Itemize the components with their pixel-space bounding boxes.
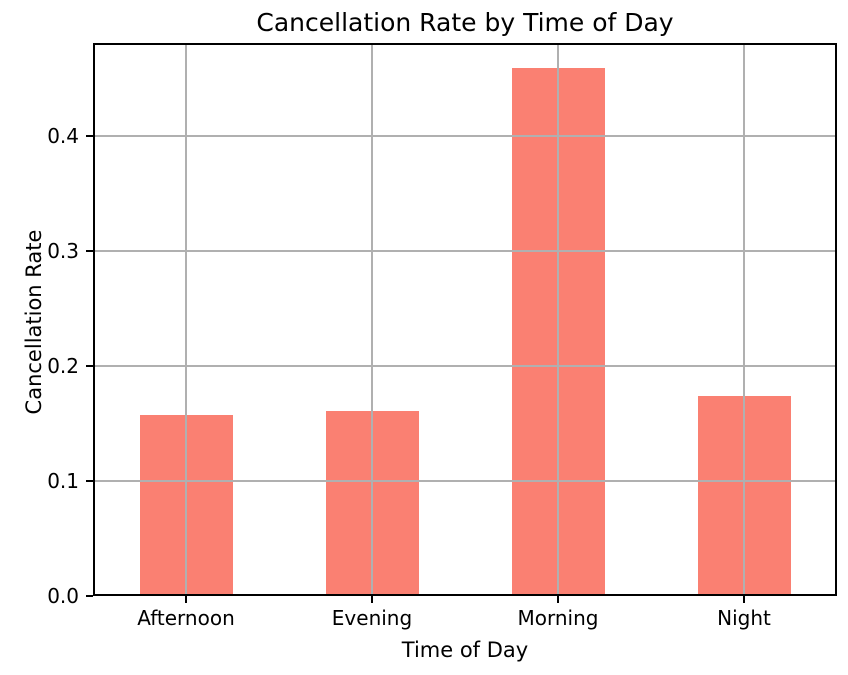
y-tick-label: 0.2 xyxy=(47,354,79,379)
y-tick-label: 0.4 xyxy=(47,124,79,149)
y-gridline xyxy=(93,250,837,252)
x-gridline xyxy=(743,43,745,596)
plot-area xyxy=(93,43,837,596)
gridlines-layer xyxy=(93,43,837,596)
chart-title: Cancellation Rate by Time of Day xyxy=(256,8,674,37)
y-tick-mark xyxy=(86,595,93,597)
y-tick-mark xyxy=(86,480,93,483)
x-gridline xyxy=(185,43,187,596)
x-gridline xyxy=(557,43,559,596)
x-tick-label: Afternoon xyxy=(137,606,235,630)
y-gridline xyxy=(93,135,837,137)
x-tick-label: Morning xyxy=(517,606,599,630)
y-tick-label: 0.3 xyxy=(47,239,79,264)
x-tick-mark xyxy=(743,596,745,603)
x-tick-label: Night xyxy=(717,606,771,630)
y-gridline xyxy=(93,480,837,482)
x-gridline xyxy=(371,43,373,596)
y-tick-mark xyxy=(86,250,93,253)
x-tick-mark xyxy=(371,596,373,603)
y-tick-label: 0.1 xyxy=(47,469,79,494)
x-tick-mark xyxy=(557,596,559,603)
y-tick-mark xyxy=(86,365,93,368)
x-axis-label: Time of Day xyxy=(401,638,529,662)
x-tick-mark xyxy=(185,596,187,603)
y-tick-label: 0.0 xyxy=(47,584,79,608)
y-gridline xyxy=(93,365,837,367)
x-tick-label: Evening xyxy=(331,606,413,630)
y-tick-mark xyxy=(86,135,93,138)
